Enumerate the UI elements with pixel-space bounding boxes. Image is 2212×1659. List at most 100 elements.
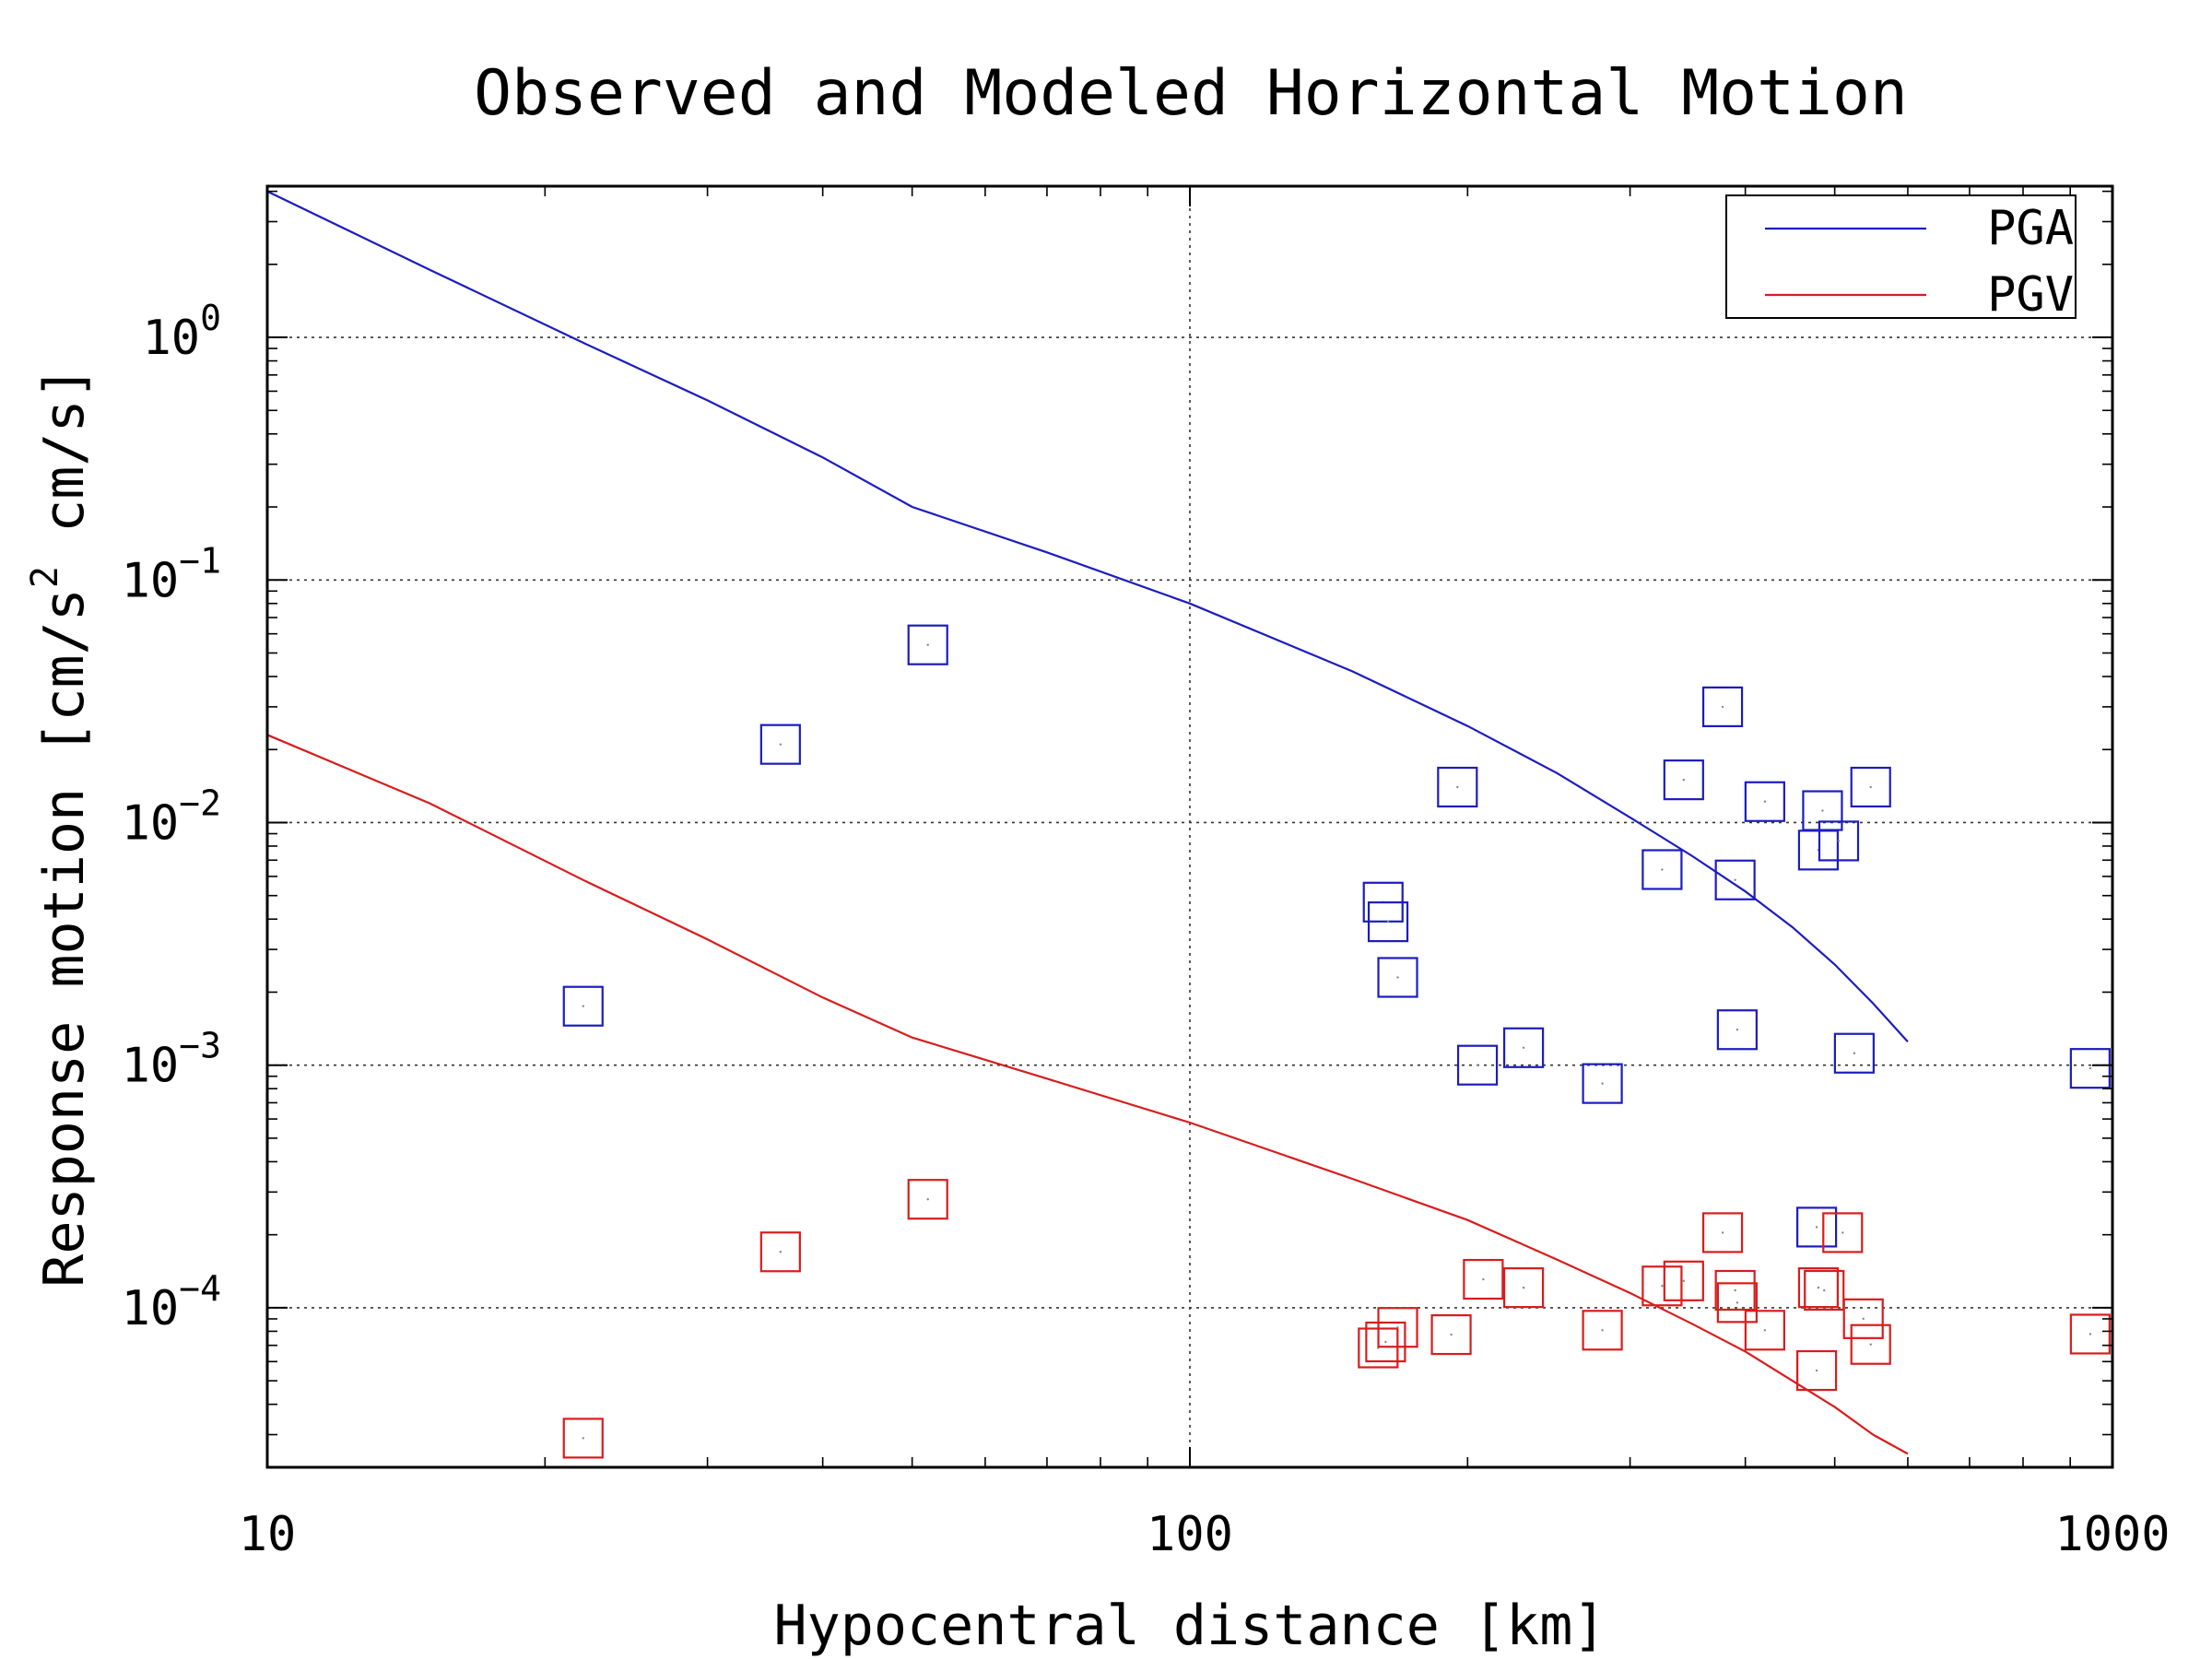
- x-tick-labels: 10 100 1000: [239, 1507, 2171, 1562]
- pga-model-line: [266, 190, 1909, 1042]
- x-tick-label: 100: [1147, 1507, 1233, 1562]
- pgv-observed-dot: [1661, 1285, 1664, 1288]
- pga-observed-marker: [1377, 957, 1418, 998]
- pgv-observed-marker: [1744, 1310, 1785, 1351]
- pgv-observed-dot: [1817, 1286, 1820, 1289]
- y-axis-label: Response motion [cm/s2 cm/s]: [24, 366, 97, 1287]
- y-axis-label-unit: cm/s]: [32, 366, 97, 566]
- pgv-observed-marker: [1822, 1212, 1864, 1253]
- pga-observed-marker: [1701, 686, 1744, 727]
- pgv-observed-marker: [1663, 1260, 1704, 1301]
- pga-observed-marker: [1714, 859, 1756, 900]
- pgv-observed-dot: [1601, 1329, 1604, 1332]
- pgv-observed-dot: [1384, 1340, 1387, 1344]
- pgv-observed-marker: [1797, 1267, 1840, 1309]
- pgv-observed-marker: [907, 1179, 948, 1220]
- pgv-observed-marker: [1463, 1258, 1504, 1300]
- pga-observed-dot: [1815, 1226, 1818, 1229]
- pga-observed-dot: [1734, 878, 1736, 881]
- pga-observed-dot: [1661, 868, 1664, 871]
- pgv-observed-dot: [1682, 1279, 1686, 1283]
- pga-observed-dot: [1396, 976, 1399, 979]
- chart-title: Observed and Modeled Horizontal Motion: [474, 57, 1908, 130]
- x-tick-label: 10: [239, 1507, 297, 1562]
- pgv-observed-marker: [1377, 1307, 1418, 1348]
- pgv-observed-marker: [1701, 1212, 1744, 1253]
- pga-observed-marker: [2069, 1048, 2111, 1089]
- legend: PGA PGV: [1725, 194, 2077, 323]
- pga-observed-dot: [779, 743, 782, 746]
- y-tick-exponent: −4: [179, 1268, 221, 1309]
- pga-observed-dot: [1476, 1064, 1479, 1066]
- x-tick-label: 1000: [2054, 1507, 2170, 1562]
- observed-markers: [562, 624, 2111, 1459]
- pga-observed-marker: [1367, 901, 1409, 943]
- pgv-observed-dot: [1734, 1288, 1736, 1292]
- legend-pga-label: PGA: [1987, 201, 2074, 256]
- pgv-observed-marker: [1714, 1269, 1756, 1312]
- pga-observed-marker: [562, 985, 604, 1027]
- pgv-observed-dot: [1862, 1317, 1865, 1321]
- legend-pgv-label: PGV: [1987, 267, 2074, 323]
- pga-observed-dot: [1386, 920, 1390, 924]
- y-axis-label-exponent: 2: [24, 566, 66, 588]
- pgv-observed-marker: [2069, 1313, 2111, 1355]
- pgv-observed-marker: [1502, 1267, 1545, 1309]
- pga-observed-marker: [1582, 1063, 1623, 1104]
- grid-lines: [267, 186, 2112, 1467]
- pgv-observed-marker: [1850, 1324, 1891, 1365]
- pga-observed-marker: [759, 724, 801, 765]
- pga-observed-marker: [907, 624, 948, 665]
- legend-box: [1725, 194, 2077, 319]
- pgv-observed-marker: [1430, 1313, 1472, 1356]
- pgv-model-line: [266, 734, 1909, 1455]
- y-tick-exponent: −3: [179, 1026, 221, 1066]
- y-tick-label: 10−2: [122, 782, 221, 851]
- y-tick-base: 10: [122, 1281, 180, 1336]
- y-tick-base: 10: [122, 553, 180, 608]
- pgv-observed-dot: [1735, 1301, 1739, 1304]
- pga-observed-dot: [926, 643, 929, 646]
- pgv-observed-dot: [1763, 1329, 1767, 1332]
- pga-observed-marker: [1716, 1009, 1758, 1051]
- pga-observed-marker: [1456, 1044, 1499, 1086]
- pgv-observed-dot: [779, 1251, 782, 1253]
- pgv-observed-marker: [759, 1231, 801, 1273]
- pga-observed-marker: [1502, 1027, 1545, 1068]
- pgv-observed-dot: [1869, 1343, 1872, 1346]
- pgv-observed-dot: [1450, 1333, 1453, 1336]
- pgv-observed-dot: [1396, 1326, 1399, 1329]
- pga-observed-dot: [1763, 800, 1767, 803]
- y-tick-label: 10−4: [122, 1268, 221, 1336]
- x-axis-label: Hypocentral distance [km]: [773, 1594, 1606, 1658]
- pga-observed-marker: [1663, 759, 1704, 801]
- pga-observed-dot: [1522, 1046, 1525, 1049]
- pgv-observed-dot: [2088, 1333, 2092, 1335]
- y-tick-exponent: −2: [179, 782, 221, 823]
- pga-observed-marker: [1818, 820, 1860, 862]
- y-axis-label-main: Response motion [cm/s: [32, 588, 97, 1288]
- pga-observed-dot: [582, 1005, 584, 1007]
- pga-observed-dot: [1837, 840, 1841, 842]
- pga-observed-marker: [1802, 790, 1843, 831]
- pgv-observed-dot: [1823, 1288, 1826, 1292]
- pgv-observed-marker: [1796, 1349, 1838, 1392]
- y-tick-label: 10−1: [122, 540, 221, 608]
- pga-observed-dot: [1853, 1052, 1856, 1054]
- plot-frame: [265, 184, 2114, 1469]
- y-tick-exponent: −1: [179, 540, 221, 581]
- pga-observed-marker: [1796, 1206, 1838, 1248]
- pgv-observed-marker: [1365, 1321, 1406, 1363]
- pgv-observed-dot: [926, 1198, 929, 1201]
- y-tick-label: 10−3: [122, 1026, 221, 1094]
- pgv-observed-dot: [1482, 1277, 1485, 1281]
- pgv-observed-marker: [1582, 1310, 1623, 1351]
- pgv-observed-dot: [1841, 1231, 1844, 1234]
- pga-observed-marker: [1850, 766, 1891, 808]
- pgv-observed-marker: [1641, 1265, 1683, 1307]
- y-tick-label: 100: [142, 298, 221, 366]
- pga-observed-dot: [1821, 809, 1824, 812]
- pga-observed-dot: [1601, 1082, 1604, 1085]
